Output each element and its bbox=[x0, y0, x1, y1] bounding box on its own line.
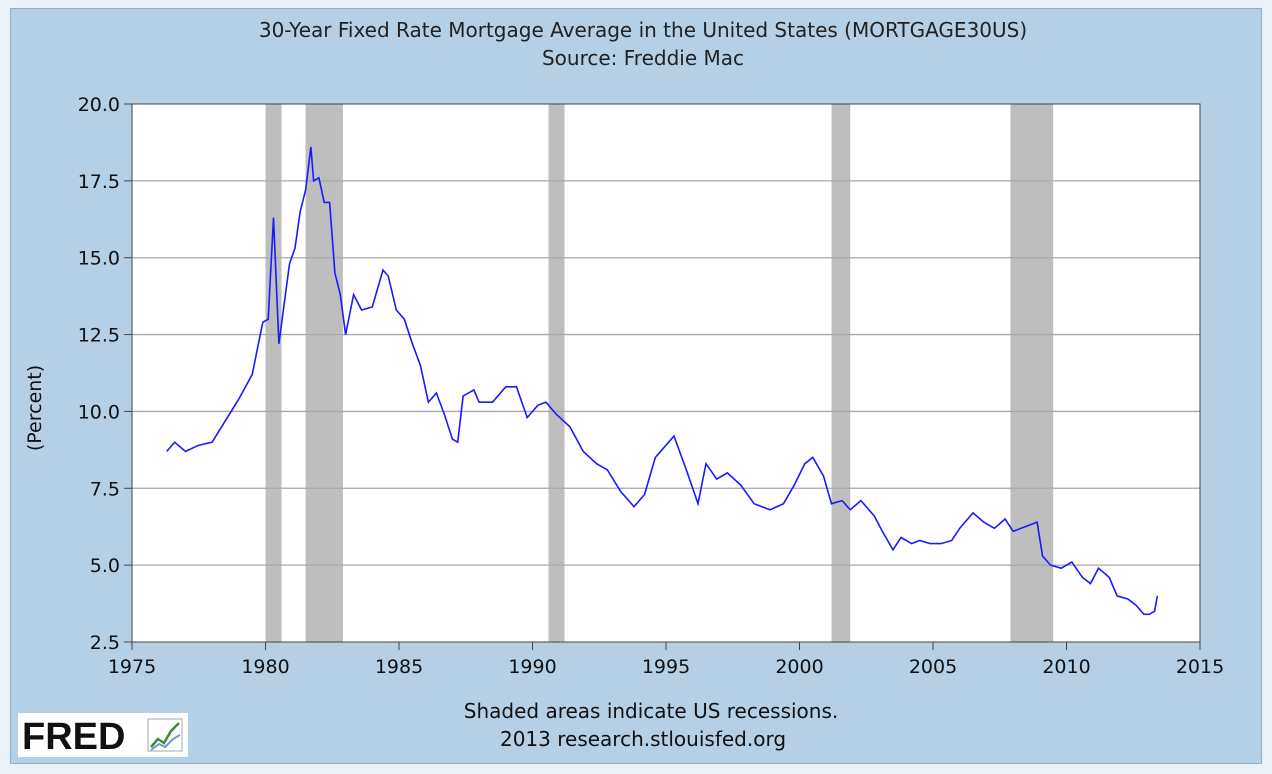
y-tick-label: 5.0 bbox=[90, 555, 120, 577]
y-tick-label: 12.5 bbox=[78, 325, 120, 347]
x-tick-label: 2000 bbox=[775, 656, 823, 678]
recession-band bbox=[548, 104, 565, 642]
x-tick-label: 1990 bbox=[508, 656, 556, 678]
fred-logo[interactable]: FRED bbox=[18, 713, 188, 758]
chart-title: 30-Year Fixed Rate Mortgage Average in t… bbox=[259, 18, 1027, 42]
y-tick-label: 10.0 bbox=[78, 401, 120, 423]
y-axis-label: (Percent) bbox=[24, 365, 46, 451]
y-tick-label: 20.0 bbox=[78, 94, 120, 116]
plot-border bbox=[131, 103, 1201, 643]
fred-chart-icon bbox=[147, 718, 183, 752]
x-tick-label: 1995 bbox=[642, 656, 690, 678]
recession-band bbox=[1010, 104, 1054, 642]
chart-subtitle: Source: Freddie Mac bbox=[542, 46, 744, 70]
x-tick-label: 1980 bbox=[241, 656, 289, 678]
x-tick-label: 2010 bbox=[1042, 656, 1090, 678]
x-tick-label: 2005 bbox=[909, 656, 957, 678]
y-tick-label: 17.5 bbox=[78, 171, 120, 193]
recession-band bbox=[265, 104, 282, 642]
recession-band bbox=[831, 104, 851, 642]
y-tick-label: 15.0 bbox=[78, 248, 120, 270]
recession-footnote: Shaded areas indicate US recessions. bbox=[464, 699, 838, 723]
x-tick-label: 2015 bbox=[1176, 656, 1224, 678]
x-tick-label: 1975 bbox=[108, 656, 156, 678]
copyright-source[interactable]: 2013 research.stlouisfed.org bbox=[500, 727, 786, 751]
y-tick-label: 7.5 bbox=[90, 478, 120, 500]
fred-logo-text: FRED bbox=[22, 716, 125, 757]
series-line-mortgage30us bbox=[166, 146, 1159, 616]
x-tick-label: 1985 bbox=[375, 656, 423, 678]
y-tick-label: 2.5 bbox=[90, 632, 120, 654]
recession-band bbox=[305, 104, 343, 642]
